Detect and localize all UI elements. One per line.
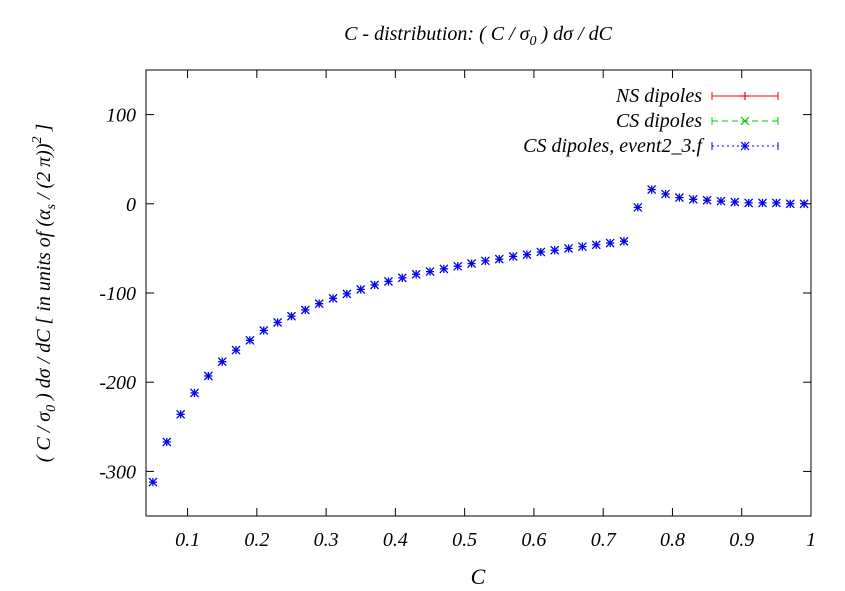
data-point — [425, 267, 435, 277]
x-tick-label: 0.1 — [175, 529, 200, 551]
data-point — [342, 289, 352, 299]
data-point — [494, 254, 504, 264]
series-1 — [148, 185, 809, 487]
data-point — [370, 280, 380, 290]
x-tick-label: 0.7 — [591, 529, 617, 551]
x-tick-label: 0.4 — [383, 529, 408, 551]
series-0 — [148, 185, 809, 487]
data-point — [481, 256, 490, 266]
data-point — [591, 240, 601, 250]
data-point — [356, 285, 366, 294]
data-point — [508, 252, 518, 261]
legend-label: NS dipoles — [615, 85, 702, 107]
data-point — [148, 477, 158, 487]
x-tick-label: 0.8 — [660, 529, 685, 551]
legend-marker — [740, 141, 750, 151]
data-point — [162, 437, 172, 447]
y-tick-label: 0 — [126, 194, 136, 216]
data-point — [536, 247, 546, 257]
data-point — [522, 250, 532, 260]
chart-title: C - distribution: ( C / σ0 ) dσ / dC — [344, 23, 613, 49]
data-point — [176, 409, 186, 419]
data-point — [300, 305, 310, 315]
data-point — [674, 193, 684, 202]
y-tick-label: -100 — [99, 283, 136, 305]
x-tick-label: 0.2 — [244, 529, 269, 551]
x-axis-label: C — [471, 564, 486, 589]
data-point — [564, 243, 573, 253]
data-point — [716, 196, 726, 206]
data-point — [758, 198, 767, 208]
data-point — [661, 189, 670, 199]
data-point — [467, 259, 476, 268]
x-tick-label: 0.6 — [521, 529, 546, 551]
legend-marker — [741, 92, 749, 100]
x-tick-label: 0.3 — [314, 529, 339, 551]
data-point — [217, 357, 227, 367]
data-point — [688, 194, 698, 204]
data-point — [785, 199, 795, 209]
data-point — [190, 388, 199, 398]
y-tick-label: -300 — [99, 461, 136, 483]
legend: NS dipoles CS dipoles CS dipoles, event2_3… — [523, 85, 779, 157]
data-point — [245, 335, 255, 345]
data-point — [799, 199, 809, 209]
y-tick-label: -200 — [99, 372, 136, 394]
y-tick-label: 100 — [106, 105, 136, 127]
data-point — [453, 261, 463, 271]
data-point — [702, 195, 712, 205]
data-point — [633, 202, 643, 212]
data-point — [647, 185, 657, 194]
data-point — [771, 198, 781, 208]
legend-marker — [740, 116, 750, 126]
data-point — [744, 198, 754, 208]
series-layer — [148, 185, 809, 487]
data-point — [287, 311, 296, 321]
data-point — [550, 245, 560, 255]
data-point — [577, 242, 587, 252]
data-point — [328, 293, 338, 303]
series-2 — [148, 185, 809, 487]
data-point — [619, 236, 629, 246]
plot-frame — [145, 69, 812, 517]
y-axis-label: ( C / σ0 ) dσ / dC [ in units of (αs / (… — [30, 124, 59, 463]
x-axis-ticks: 0.1 0.2 0.3 0.4 0.5 0.6 0.7 0.8 0.9 1 — [175, 70, 816, 551]
y-axis-ticks: -300 -200 -100 0 100 — [99, 105, 811, 483]
data-point — [730, 197, 740, 207]
legend-label: CS dipoles, event2_3.f — [523, 135, 704, 157]
data-point — [439, 264, 449, 274]
x-tick-label: 0.9 — [729, 529, 754, 551]
x-tick-label: 0.5 — [452, 529, 477, 551]
x-tick-label: 1 — [806, 529, 816, 551]
data-point — [273, 318, 283, 327]
data-point — [384, 276, 393, 286]
data-point — [231, 345, 241, 355]
data-point — [397, 273, 407, 283]
data-point — [203, 371, 213, 381]
data-point — [259, 326, 269, 335]
data-point — [314, 299, 324, 309]
data-point — [605, 238, 615, 248]
data-point — [411, 269, 421, 279]
legend-label: CS dipoles — [616, 110, 702, 132]
